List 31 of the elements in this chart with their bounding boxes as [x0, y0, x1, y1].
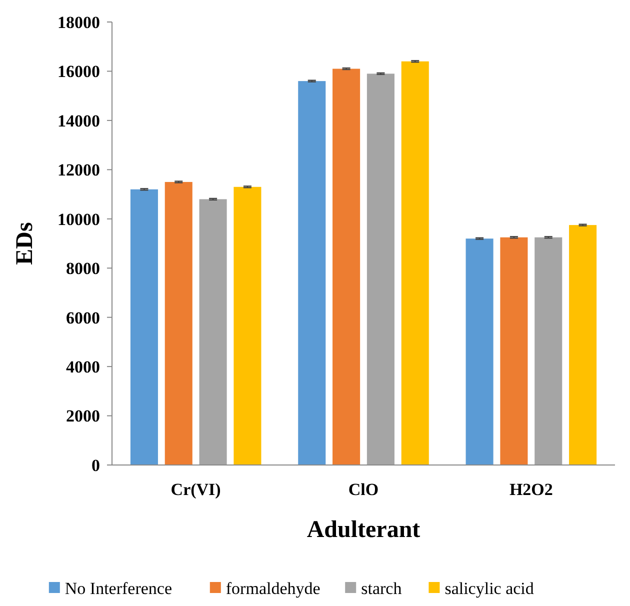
y-tick-label: 18000: [58, 12, 100, 32]
bar: [130, 189, 158, 465]
x-tick-label: Cr(VI): [170, 480, 221, 499]
y-tick-label: 6000: [66, 308, 100, 328]
bar: [569, 225, 597, 465]
bar: [332, 68, 360, 465]
y-tick-label: 12000: [58, 160, 100, 180]
bar: [234, 186, 262, 465]
y-axis-title: EDs: [12, 222, 38, 265]
y-tick-label: 8000: [66, 259, 100, 278]
y-tick-label: 16000: [58, 62, 100, 82]
legend-label: salicylic acid: [444, 578, 534, 598]
bar: [366, 74, 394, 465]
bar: [401, 61, 429, 465]
legend-label: No Interference: [64, 578, 172, 598]
y-tick-label: 2000: [66, 406, 100, 426]
y-tick-label: 4000: [66, 358, 100, 377]
bar: [500, 237, 528, 465]
bar: [466, 238, 494, 465]
bar: [164, 182, 192, 465]
bar: [199, 199, 227, 465]
y-tick-label: 14000: [58, 111, 100, 130]
bar: [534, 237, 562, 465]
y-tick-label: 10000: [58, 210, 100, 229]
y-tick-label: 0: [92, 456, 100, 475]
x-axis-title: Adulterant: [306, 517, 420, 543]
legend-label: starch: [361, 578, 402, 598]
x-tick-label: ClO: [348, 480, 379, 499]
legend-label: formaldehyde: [226, 578, 320, 598]
x-tick-label: H2O2: [509, 480, 553, 499]
bar: [298, 81, 326, 465]
